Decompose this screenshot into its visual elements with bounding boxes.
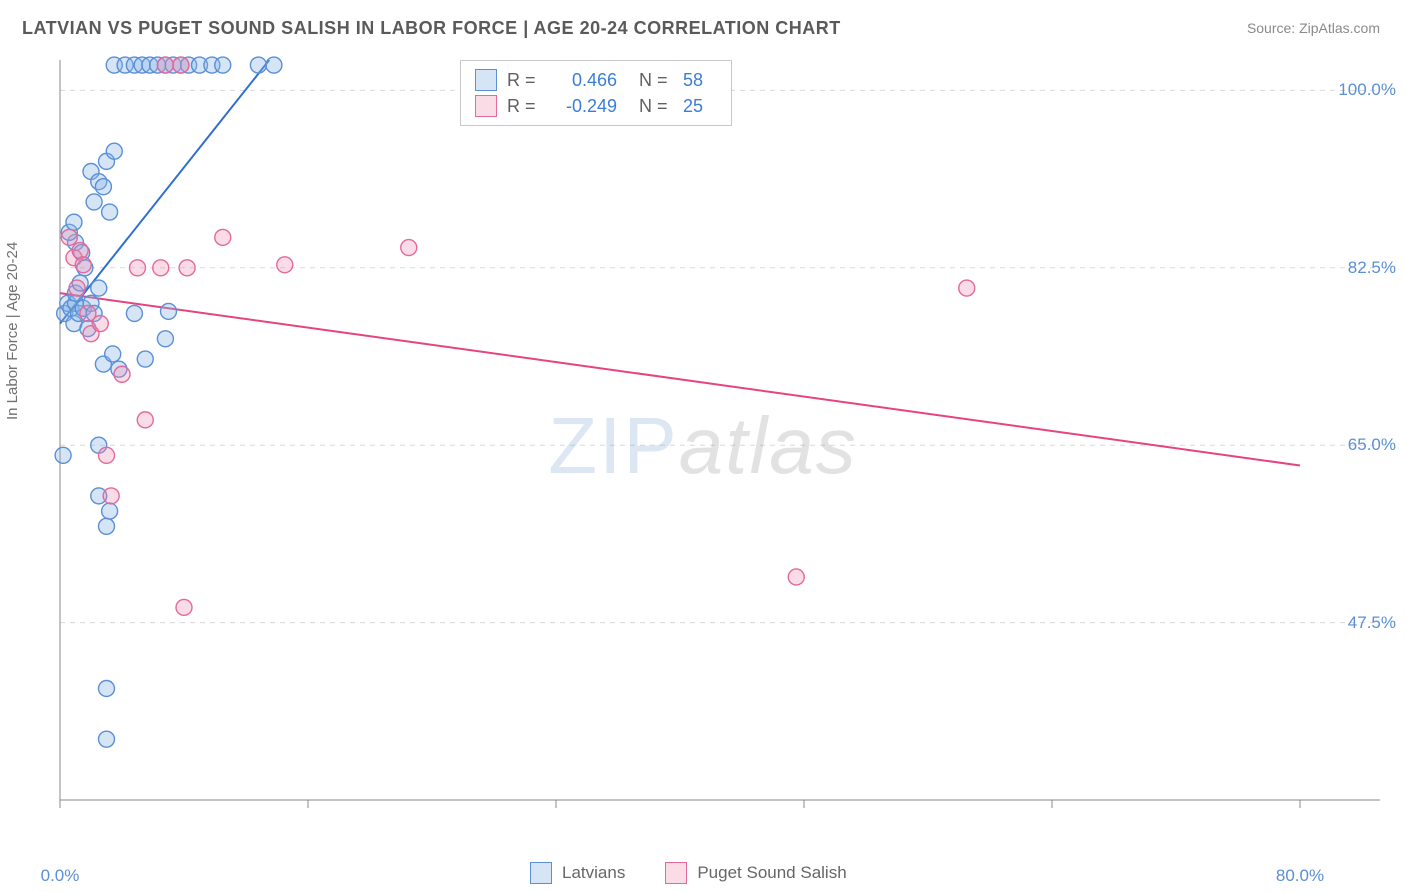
swatch-salish [475,95,497,117]
legend-item-salish: Puget Sound Salish [665,862,846,884]
legend-label-salish: Puget Sound Salish [697,863,846,883]
legend-label-latvians: Latvians [562,863,625,883]
y-tick-label: 82.5% [1348,258,1396,278]
legend-row-latvians: R = 0.466 N = 58 [475,67,717,93]
x-tick-label: 0.0% [41,866,80,886]
n-value-latvians: 58 [683,70,717,91]
y-axis-label: In Labor Force | Age 20-24 [4,242,21,420]
source-label: Source: ZipAtlas.com [1247,20,1380,36]
n-label: N = [639,70,673,91]
swatch-salish [665,862,687,884]
x-tick-label: 80.0% [1276,866,1324,886]
y-tick-label: 65.0% [1348,435,1396,455]
r-value-latvians: 0.466 [547,70,617,91]
r-value-salish: -0.249 [547,96,617,117]
y-tick-label: 47.5% [1348,613,1396,633]
n-label: N = [639,96,673,117]
n-value-salish: 25 [683,96,717,117]
y-tick-label: 100.0% [1338,80,1396,100]
legend-item-latvians: Latvians [530,862,625,884]
chart-area [50,55,1380,835]
swatch-latvians [475,69,497,91]
swatch-latvians [530,862,552,884]
r-label: R = [507,70,537,91]
legend-row-salish: R = -0.249 N = 25 [475,93,717,119]
r-label: R = [507,96,537,117]
correlation-legend: R = 0.466 N = 58 R = -0.249 N = 25 [460,60,732,126]
scatter-chart [50,55,1380,835]
series-legend: Latvians Puget Sound Salish [530,862,847,884]
chart-title: LATVIAN VS PUGET SOUND SALISH IN LABOR F… [22,18,841,39]
